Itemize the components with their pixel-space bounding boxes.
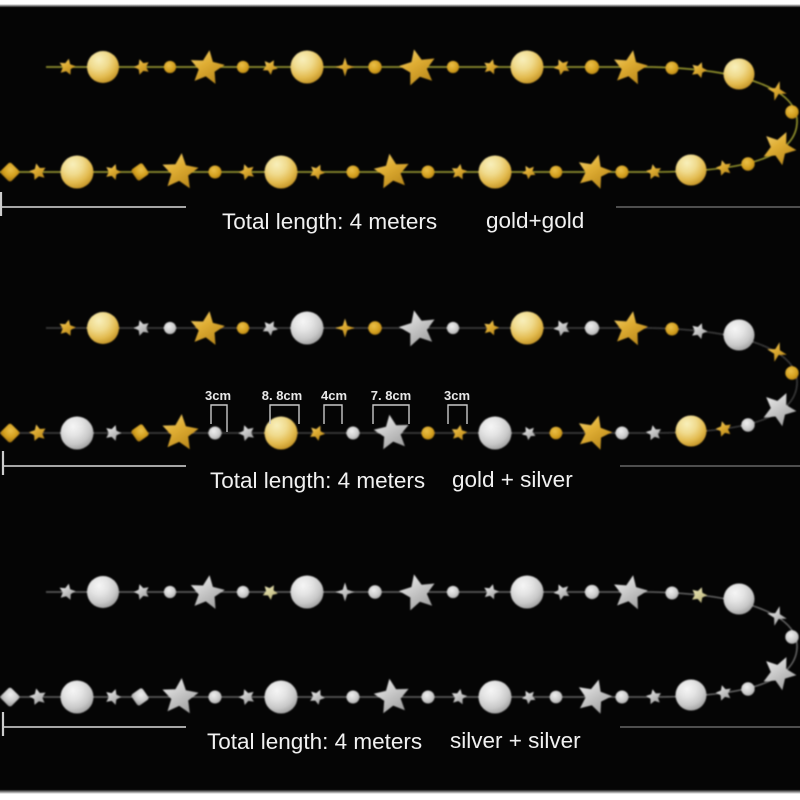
svg-text:gold+gold: gold+gold [486,208,584,233]
svg-text:Total length: 4 meters: Total length: 4 meters [222,209,437,234]
svg-text:3cm: 3cm [444,388,470,403]
svg-text:silver + silver: silver + silver [450,728,581,753]
svg-text:4cm: 4cm [321,388,347,403]
svg-text:3cm: 3cm [205,388,231,403]
svg-text:7. 8cm: 7. 8cm [371,388,411,403]
svg-text:Total length: 4 meters: Total length: 4 meters [210,468,425,493]
svg-text:gold + silver: gold + silver [452,467,573,492]
svg-text:8. 8cm: 8. 8cm [262,388,302,403]
svg-text:Total length: 4 meters: Total length: 4 meters [207,729,422,754]
